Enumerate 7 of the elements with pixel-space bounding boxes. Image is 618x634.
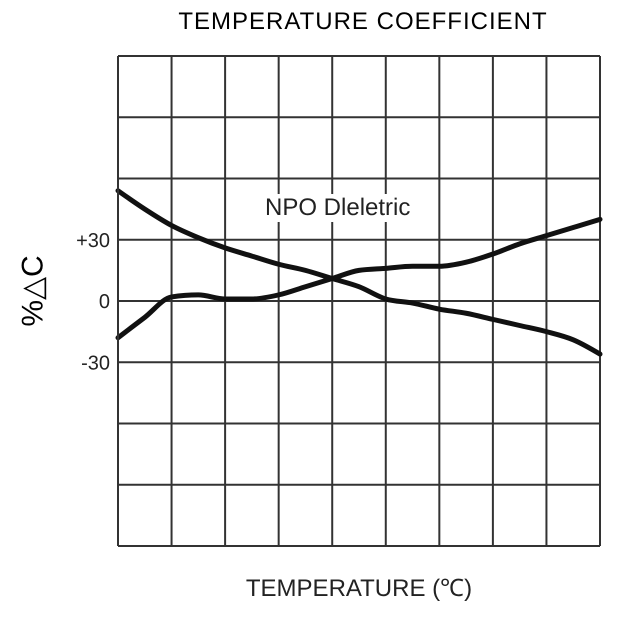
y-tick-label: +30 [76, 230, 110, 252]
annotation: NPO Dleletric [263, 194, 412, 222]
y-axis-title: %△C [16, 255, 51, 327]
y-tick-label: 0 [98, 291, 110, 314]
x-axis-title: TEMPERATURE (℃) [246, 575, 472, 602]
y-tick-label: -30 [81, 352, 110, 374]
chart-title: TEMPERATURE COEFFICIENT [177, 8, 549, 36]
